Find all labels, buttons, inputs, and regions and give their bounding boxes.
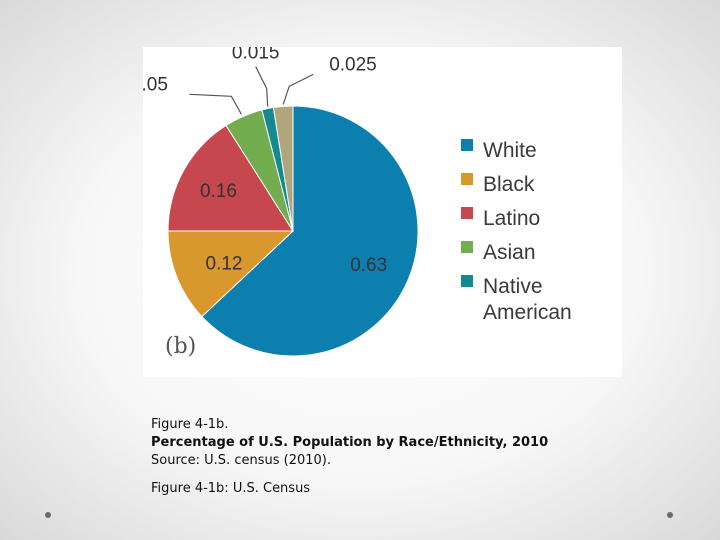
- slice-value-label-native-american: 0.015: [232, 47, 280, 64]
- legend-label-white: White: [483, 139, 537, 162]
- leader-line-asian: [189, 93, 242, 115]
- pie-slice-slice-5: [272, 105, 294, 232]
- legend-label-american: American: [483, 301, 572, 324]
- decorative-dot-left: [45, 512, 51, 518]
- caption-source: Source: U.S. census (2010).: [151, 453, 331, 468]
- figure-caption: Figure 4-1b. Percentage of U.S. Populati…: [151, 416, 611, 498]
- legend-swatch-latino: [461, 207, 473, 219]
- legend-label-native: Native: [483, 275, 543, 298]
- pie-chart: 0.63 0.12 0.16 0.05 0.015 0.025 White Black Lati…: [143, 47, 572, 359]
- legend-swatch-black: [461, 173, 473, 185]
- caption-credit: Figure 4-1b: U.S. Census: [151, 481, 311, 496]
- slice-value-label-white: 0.63: [350, 255, 387, 276]
- slice-value-label-latino: 0.16: [200, 181, 237, 202]
- legend-label-black: Black: [483, 173, 535, 196]
- caption-title: Percentage of U.S. Population by Race/Et…: [151, 435, 549, 450]
- slice-value-label-slice-5: 0.025: [329, 54, 377, 75]
- pie-slice-white: [201, 105, 419, 357]
- leader-line-slice-5: [282, 73, 314, 105]
- decorative-dot-right: [667, 512, 673, 518]
- legend-label-asian: Asian: [483, 241, 536, 264]
- legend-swatch-native-american: [461, 275, 473, 287]
- legend-label-latino: Latino: [483, 207, 540, 230]
- pie-slice-latino: [167, 124, 294, 232]
- caption-figure-id: Figure 4-1b.: [151, 417, 229, 432]
- legend-swatch-asian: [461, 241, 473, 253]
- slice-value-label-asian: 0.05: [143, 74, 168, 95]
- slice-value-label-black: 0.12: [206, 253, 243, 274]
- leader-line-native-american: [255, 66, 269, 107]
- panel-letter-label: (b): [165, 334, 196, 359]
- figure-panel: 0.63 0.12 0.16 0.05 0.015 0.025 White Black Lati…: [143, 47, 622, 377]
- pie-slice-black: [167, 230, 295, 318]
- legend-swatch-white: [461, 139, 473, 151]
